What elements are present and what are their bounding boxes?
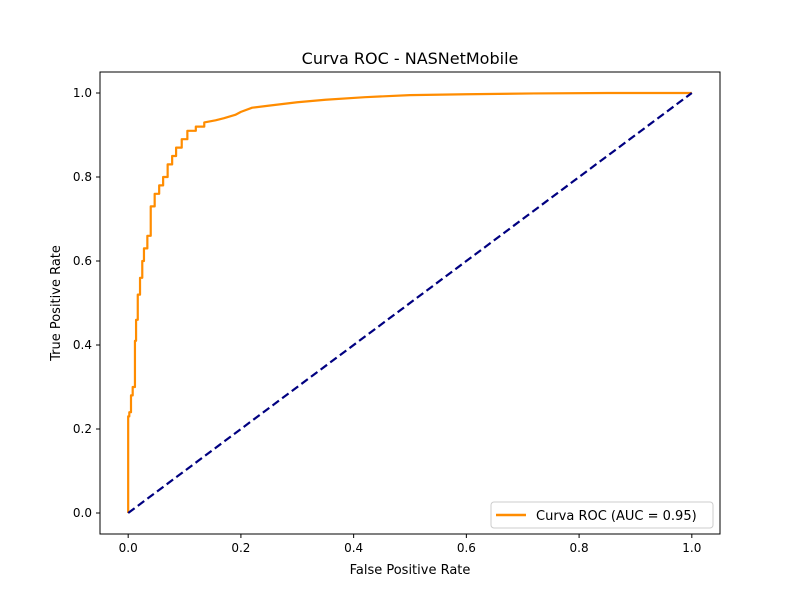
chance-diagonal-line: [127, 92, 693, 514]
legend-entry-label: Curva ROC (AUC = 0.95): [536, 509, 697, 524]
x-tick-label: 0.0: [119, 541, 138, 555]
x-tick-label: 0.2: [231, 541, 250, 555]
y-tick-label: 0.6: [73, 254, 92, 268]
y-tick-label: 0.8: [73, 170, 92, 184]
y-tick-label: 0.0: [73, 506, 92, 520]
series-layer: [127, 91, 693, 514]
x-axis-ticks: 0.0 0.2 0.4 0.6 0.8 1.0: [119, 534, 701, 555]
y-tick-label: 1.0: [73, 86, 92, 100]
x-axis-label: False Positive Rate: [350, 563, 471, 578]
y-tick-label: 0.2: [73, 422, 92, 436]
y-axis-label: True Positive Rate: [49, 245, 64, 362]
chart-title: Curva ROC - NASNetMobile: [302, 49, 519, 68]
x-tick-label: 0.8: [570, 541, 589, 555]
x-tick-label: 0.6: [457, 541, 476, 555]
y-axis-ticks: 0.0 0.2 0.4 0.6 0.8 1.0: [73, 86, 100, 520]
x-tick-label: 1.0: [682, 541, 701, 555]
roc-curve-line: [127, 91, 692, 513]
x-tick-label: 0.4: [344, 541, 363, 555]
y-tick-label: 0.4: [73, 338, 92, 352]
legend: Curva ROC (AUC = 0.95): [490, 501, 714, 529]
plot-frame: [99, 71, 721, 535]
plot-area: 0.0 0.2 0.4 0.6 0.8 1.0 0.0 0.2 0.4 0.6 0.8 1.0: [73, 71, 721, 555]
legend-box: [490, 501, 714, 529]
